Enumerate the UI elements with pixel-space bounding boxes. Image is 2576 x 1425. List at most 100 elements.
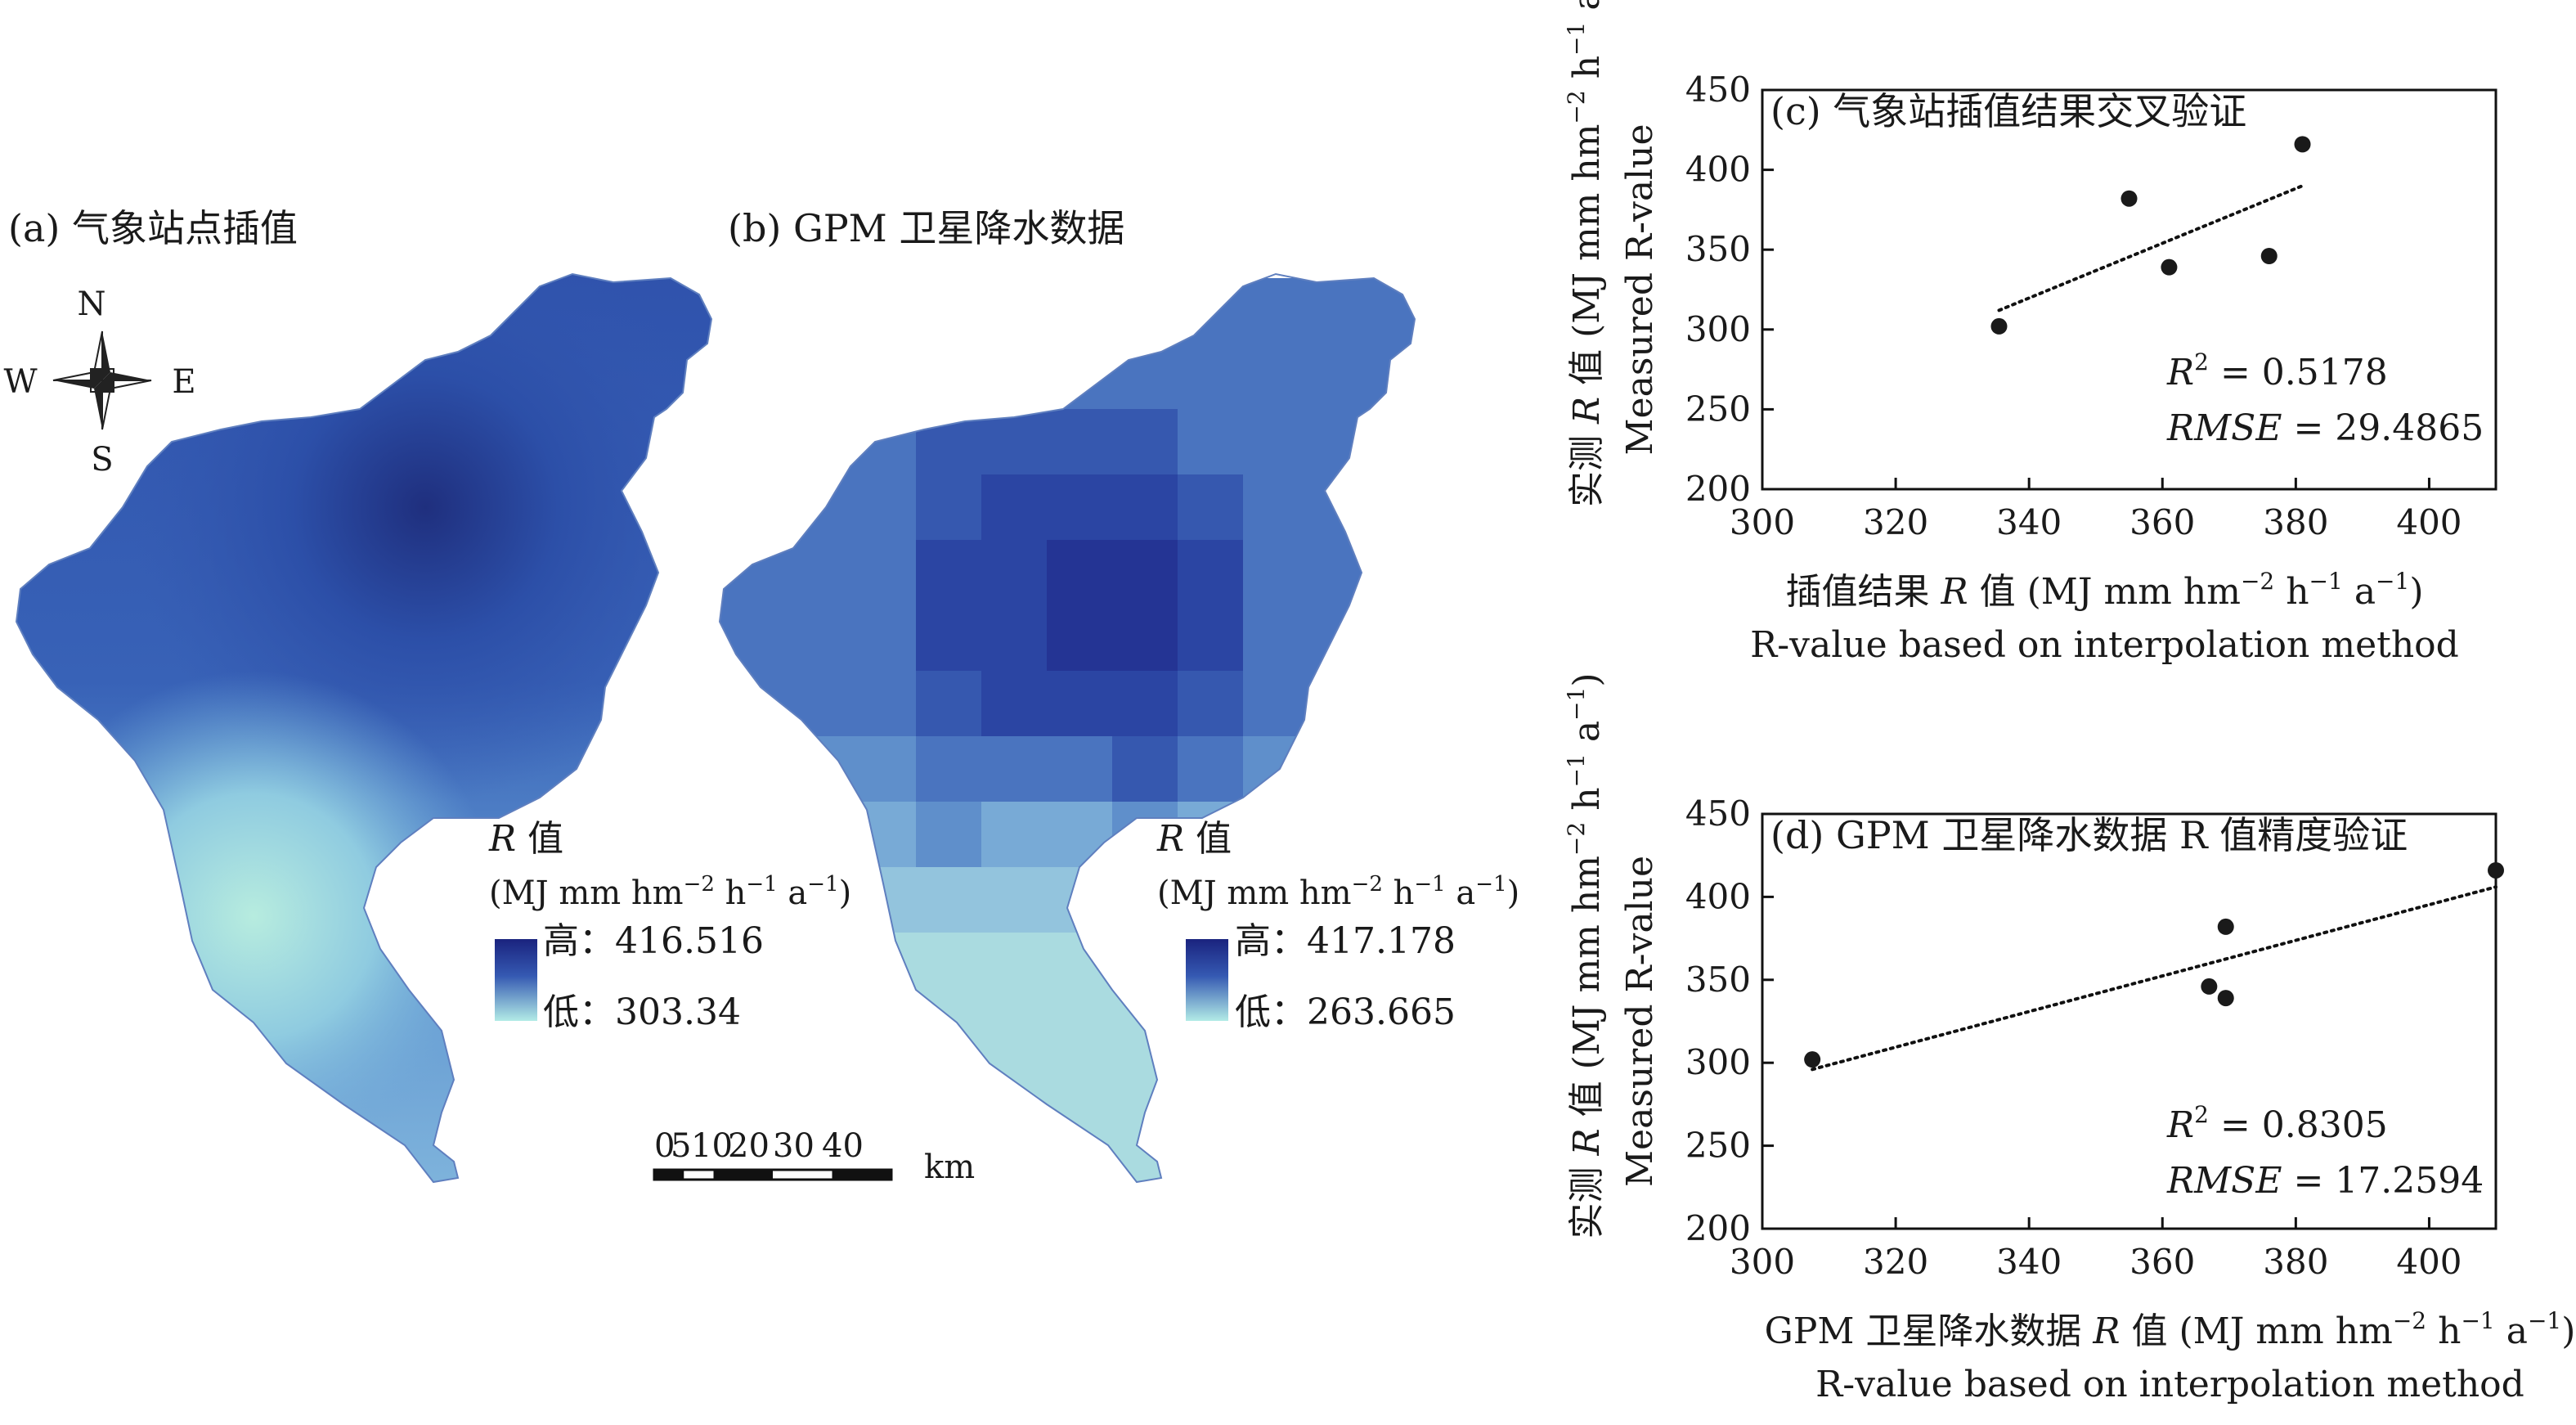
rmse-stat: RMSE = 29.4865: [2166, 407, 2484, 449]
raster-cell: [1047, 409, 1112, 474]
legend-a-title: 值: [516, 818, 563, 860]
compass-west-label: W: [3, 363, 37, 401]
raster-cell: [1112, 278, 1178, 344]
x-tick-label: 340: [1996, 502, 2062, 542]
raster-cell: [785, 671, 850, 736]
map-a-title: (a) 气象站点插值: [8, 206, 298, 250]
scale-bar-label: 20: [728, 1127, 770, 1165]
x-tick-label: 400: [2396, 502, 2462, 542]
x-axis-label-zh: 插值结果 R 值 (MJ mm hm−2 h−1 a−1): [1785, 568, 2423, 613]
map-b-outline: [718, 272, 1416, 1184]
raster-cell: [1178, 671, 1243, 736]
raster-cell: [1243, 540, 1308, 605]
raster-cell: [1112, 605, 1178, 671]
raster-cell: [916, 344, 981, 409]
y-tick-label: 300: [1685, 309, 1751, 349]
legend-b-unit: (MJ mm hm−2 h−1 a−1): [1157, 872, 1519, 912]
raster-cell: [916, 933, 981, 998]
scatter-d: 300 320 340 360 380 400 200 250 300 350 400 450 (d) …: [1563, 672, 2575, 1405]
r2-stat: R2 = 0.5178: [2166, 348, 2388, 393]
raster-cell: [1047, 802, 1112, 867]
y-tick-label: 250: [1685, 1126, 1751, 1166]
raster-cell: [1243, 1129, 1308, 1182]
raster-cell: [981, 540, 1047, 605]
raster-cell: [981, 278, 1047, 344]
raster-cell: [981, 998, 1047, 1063]
raster-cell: [720, 671, 785, 736]
chart-title: (c) 气象站插值结果交叉验证: [1770, 89, 2246, 133]
rmse-stat: RMSE = 17.2594: [2166, 1160, 2484, 1202]
raster-cell: [850, 998, 916, 1063]
raster-cell: [720, 1063, 785, 1129]
x-tick-label: 340: [1996, 1242, 2062, 1282]
legend-a: R 值 (MJ mm hm−2 h−1 a−1) 高：416.516 低：303…: [488, 818, 851, 1033]
raster-cell: [1374, 1129, 1415, 1182]
raster-cell: [1308, 605, 1374, 671]
compass-south-label: S: [91, 441, 113, 479]
y-tick-label: 450: [1685, 70, 1751, 110]
raster-cell: [1112, 1063, 1178, 1129]
raster-cell: [916, 867, 981, 933]
raster-cell: [1178, 344, 1243, 409]
raster-cell: [1047, 1129, 1112, 1182]
raster-cell: [1374, 540, 1415, 605]
x-tick-label: 320: [1863, 502, 1928, 542]
compass-north-label: N: [78, 285, 106, 323]
data-point: [1990, 317, 2008, 335]
legend-a-low: 低：303.34: [543, 991, 741, 1033]
y-tick-label: 450: [1685, 793, 1751, 834]
raster-cell: [1374, 605, 1415, 671]
raster-cell: [785, 933, 850, 998]
raster-cell: [1243, 344, 1308, 409]
raster-cell: [1178, 736, 1243, 802]
x-axis-label-en: R-value based on interpolation method: [1750, 624, 2459, 666]
raster-cell: [720, 605, 785, 671]
raster-cell: [1112, 671, 1178, 736]
scale-bar-unit: km: [924, 1149, 975, 1186]
raster-cell: [1178, 1063, 1243, 1129]
compass-icon: [52, 330, 152, 430]
raster-cell: [785, 278, 850, 344]
raster-cell: [1112, 474, 1178, 540]
data-point: [2201, 978, 2218, 995]
raster-cell: [1047, 278, 1112, 344]
raster-cell: [850, 867, 916, 933]
scale-bar-label: 10: [691, 1127, 733, 1165]
raster-cell: [1374, 278, 1415, 344]
raster-cell: [1112, 933, 1178, 998]
x-axis-label-en: R-value based on interpolation method: [1815, 1364, 2524, 1405]
raster-cell: [850, 671, 916, 736]
y-tick-label: 400: [1685, 876, 1751, 916]
data-point: [2217, 918, 2234, 935]
raster-cell: [981, 933, 1047, 998]
raster-cell: [850, 605, 916, 671]
data-point: [2217, 990, 2234, 1007]
y-axis-label-en: Measured R-value: [1619, 856, 1661, 1187]
raster-cell: [720, 278, 785, 344]
y-tick-label: 300: [1685, 1042, 1751, 1082]
scale-bar-segment: [713, 1170, 773, 1180]
raster-cell: [1047, 867, 1112, 933]
legend-b-color-ramp: [1186, 939, 1228, 1021]
raster-cell: [1178, 540, 1243, 605]
raster-cell: [981, 802, 1047, 867]
raster-cell: [850, 278, 916, 344]
raster-cell: [1178, 409, 1243, 474]
raster-cell: [1308, 344, 1374, 409]
raster-cell: [1308, 540, 1374, 605]
raster-cell: [785, 474, 850, 540]
data-point: [1804, 1051, 1821, 1068]
x-tick-label: 380: [2263, 502, 2328, 542]
raster-cell: [785, 540, 850, 605]
x-tick-label: 320: [1863, 1242, 1928, 1282]
raster-cell: [1047, 474, 1112, 540]
data-point: [2260, 248, 2278, 265]
compass-east-label: E: [172, 363, 195, 401]
raster-cell: [1374, 802, 1415, 867]
x-tick-label: 360: [2129, 502, 2195, 542]
raster-cell: [1047, 671, 1112, 736]
raster-cell: [1047, 1063, 1112, 1129]
raster-cell: [1178, 474, 1243, 540]
